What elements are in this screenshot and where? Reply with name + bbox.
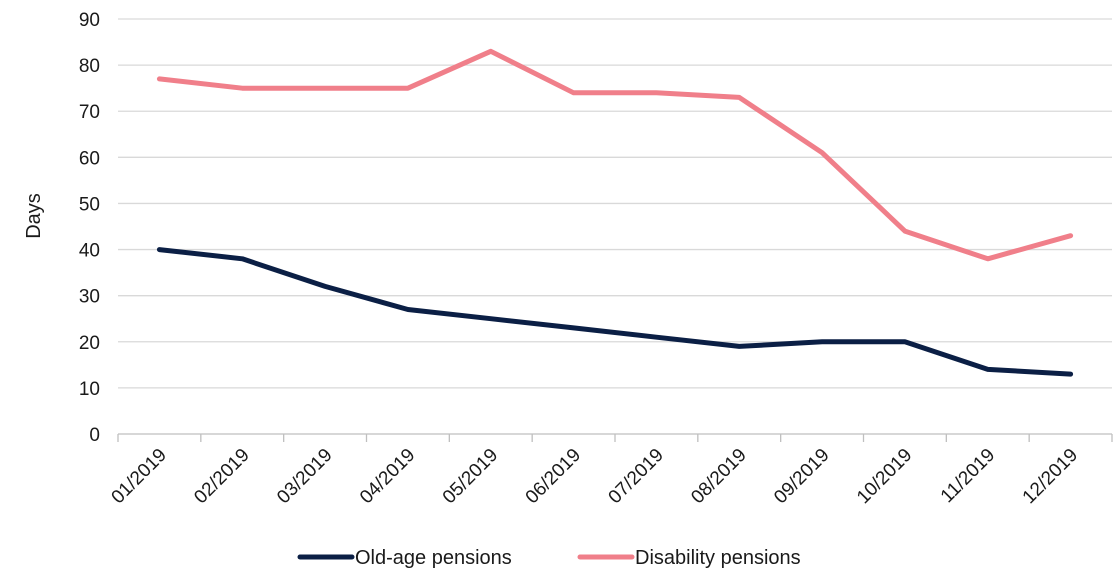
legend-label: Old-age pensions [355,547,512,569]
y-tick-label: 70 [79,102,100,123]
y-tick-label: 20 [79,333,100,354]
y-tick-label: 90 [79,10,100,31]
y-axis-ticks: 0 10 20 30 40 50 60 70 80 90 [79,10,100,446]
legend: Old-age pensions Disability pensions [297,547,801,569]
y-tick-label: 80 [79,56,100,77]
series-line-disability-pensions [156,48,1074,262]
gridlines [118,18,1112,435]
y-tick-label: 50 [79,194,100,215]
x-tick-label: 05/2019 [439,445,502,508]
series-line-old-age-pensions [156,247,1074,377]
x-tick-label: 03/2019 [273,445,336,508]
x-tick-label: 09/2019 [770,445,833,508]
x-tick-label: 01/2019 [108,445,171,508]
x-tick-label: 04/2019 [356,445,419,508]
x-tick-label: 02/2019 [190,445,253,508]
y-tick-label: 0 [89,425,100,446]
y-tick-label: 60 [79,148,100,169]
x-tick-label: 06/2019 [522,445,585,508]
y-tick-label: 30 [79,287,100,308]
y-axis-title: Days [23,193,45,239]
legend-label: Disability pensions [635,547,801,569]
y-tick-label: 40 [79,241,100,262]
legend-item: Disability pensions [577,547,801,569]
series-lines [156,48,1074,377]
y-tick-label: 10 [79,379,100,400]
x-tick-label: 10/2019 [853,445,916,508]
x-tick-label: 12/2019 [1019,445,1082,508]
x-axis-ticks: 01/2019 02/2019 03/2019 04/2019 05/2019 06/20… [108,434,1113,508]
x-tick-label: 08/2019 [687,445,750,508]
legend-item: Old-age pensions [297,547,512,569]
x-tick-label: 11/2019 [937,445,999,507]
x-tick-label: 07/2019 [605,445,668,508]
